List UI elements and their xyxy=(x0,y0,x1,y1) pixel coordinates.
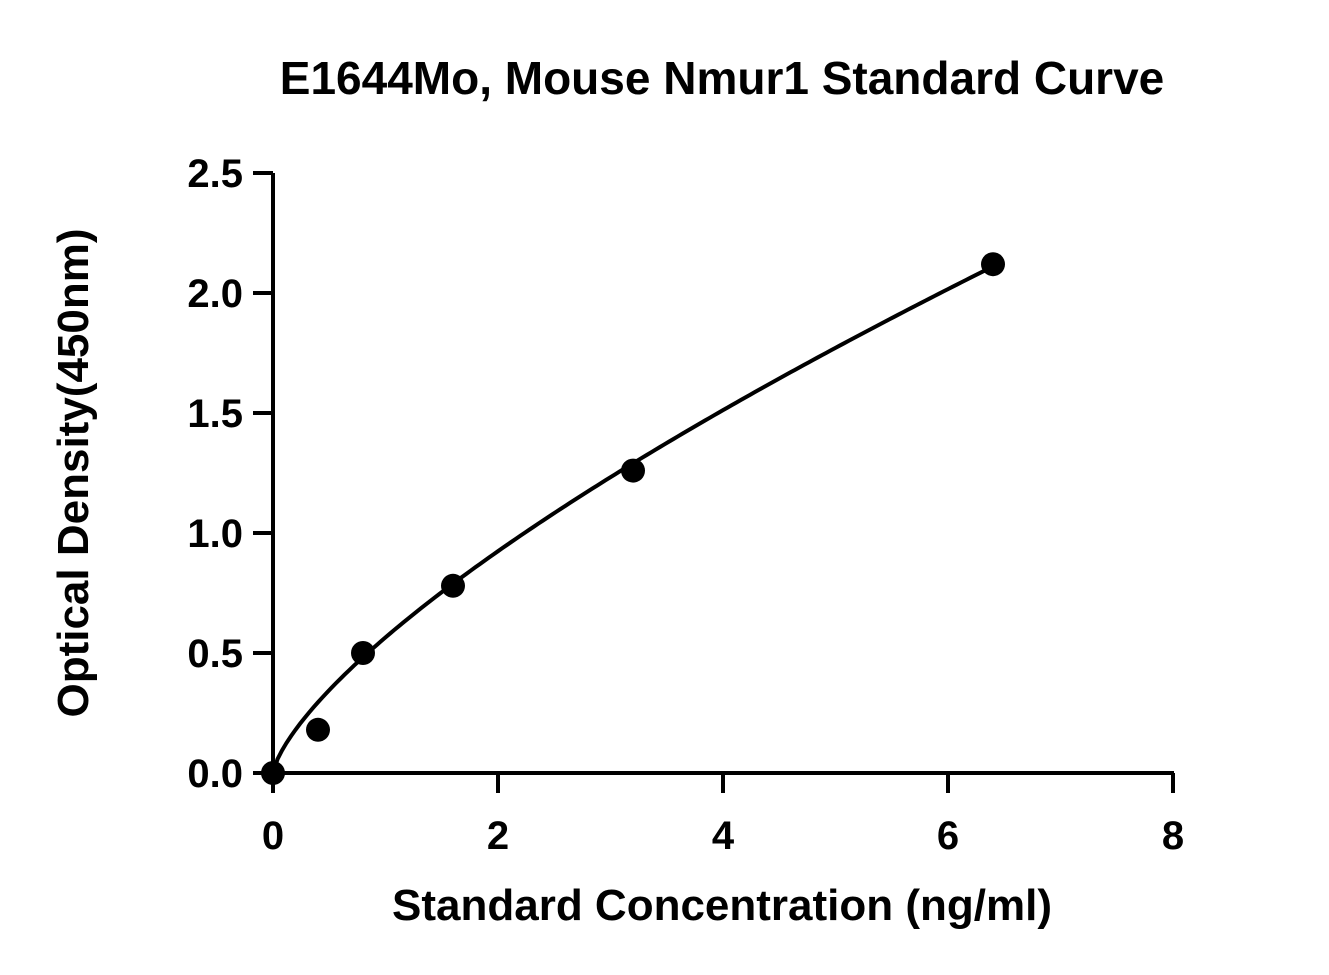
y-tick-label: 0.0 xyxy=(187,752,243,796)
data-point xyxy=(351,641,375,665)
data-point xyxy=(306,717,330,742)
y-tick-label: 1.5 xyxy=(187,392,243,436)
fit-curve xyxy=(271,264,994,774)
x-axis-label: Standard Concentration (ng/ml) xyxy=(392,881,1052,930)
x-tick-label: 4 xyxy=(712,814,735,858)
data-point xyxy=(981,252,1005,277)
y-ticks: 0.0 0.5 1.0 1.5 2.0 2.5 xyxy=(187,152,273,796)
chart-title: E1644Mo, Mouse Nmur1 Standard Curve xyxy=(280,52,1164,104)
x-ticks: 0 2 4 6 8 xyxy=(262,773,1184,858)
y-tick-label: 2.0 xyxy=(187,272,243,316)
y-axis-label: Optical Density(450nm) xyxy=(49,228,98,717)
y-tick-label: 0.5 xyxy=(187,632,243,676)
data-point xyxy=(621,458,645,483)
x-tick-label: 8 xyxy=(1162,814,1184,858)
x-tick-label: 2 xyxy=(487,814,509,858)
x-tick-label: 6 xyxy=(937,814,959,858)
data-points-layer xyxy=(261,252,1005,785)
y-tick-label: 2.5 xyxy=(187,152,243,196)
data-point xyxy=(441,573,465,598)
x-tick-label: 0 xyxy=(262,814,284,858)
y-tick-label: 1.0 xyxy=(187,512,243,556)
fit-curve-layer xyxy=(271,264,994,774)
data-point xyxy=(261,761,285,785)
